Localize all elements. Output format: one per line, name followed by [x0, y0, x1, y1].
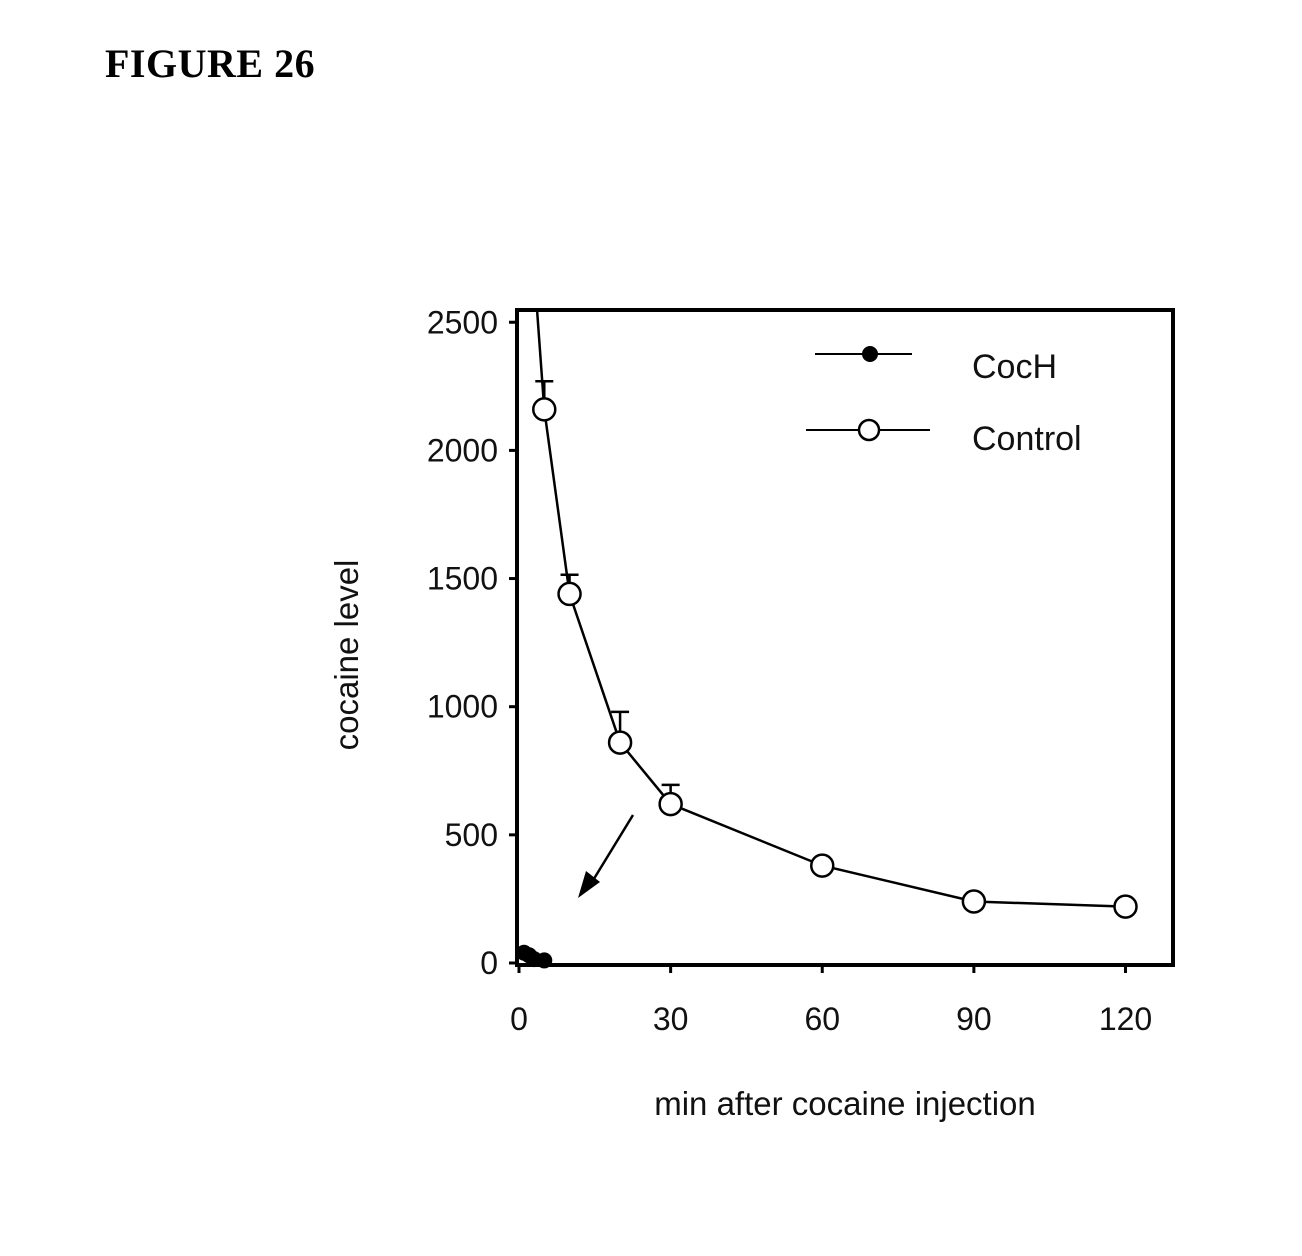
x-tick-label: 60 [804, 1001, 840, 1037]
x-axis-ticks: 0 30 60 90 120 [510, 963, 1152, 1037]
y-tick-label: 500 [445, 817, 498, 853]
control-line [544, 409, 1125, 906]
coch-point [536, 952, 552, 968]
annotation-arrow [578, 815, 633, 898]
legend-item-control: Control [806, 420, 1082, 458]
y-tick-label: 1000 [427, 689, 498, 725]
x-tick-label: 30 [653, 1001, 689, 1037]
y-tick-label: 2000 [427, 432, 498, 468]
control-point [609, 732, 631, 754]
y-axis-label: cocaine level [328, 560, 365, 751]
y-tick-label: 1500 [427, 561, 498, 597]
y-tick-label: 2500 [427, 304, 498, 340]
x-tick-label: 0 [510, 1001, 528, 1037]
control-point [660, 793, 682, 815]
x-tick-label: 90 [956, 1001, 992, 1037]
series-layer [516, 312, 1136, 968]
control-point [533, 398, 555, 420]
control-point [559, 583, 581, 605]
x-axis-label: min after cocaine injection [654, 1085, 1036, 1122]
control-point [811, 855, 833, 877]
x-tick-label: 120 [1099, 1001, 1152, 1037]
legend-item-coch: CocH [815, 346, 1057, 386]
legend: CocH Control [806, 346, 1082, 458]
control-point [963, 890, 985, 912]
control-point [1115, 896, 1137, 918]
y-axis-ticks: 0 500 1000 1500 2000 2500 [427, 304, 519, 981]
plot-frame [517, 310, 1173, 965]
legend-label-coch: CocH [972, 348, 1057, 386]
legend-label-control: Control [972, 420, 1082, 458]
y-tick-label: 0 [480, 945, 498, 981]
